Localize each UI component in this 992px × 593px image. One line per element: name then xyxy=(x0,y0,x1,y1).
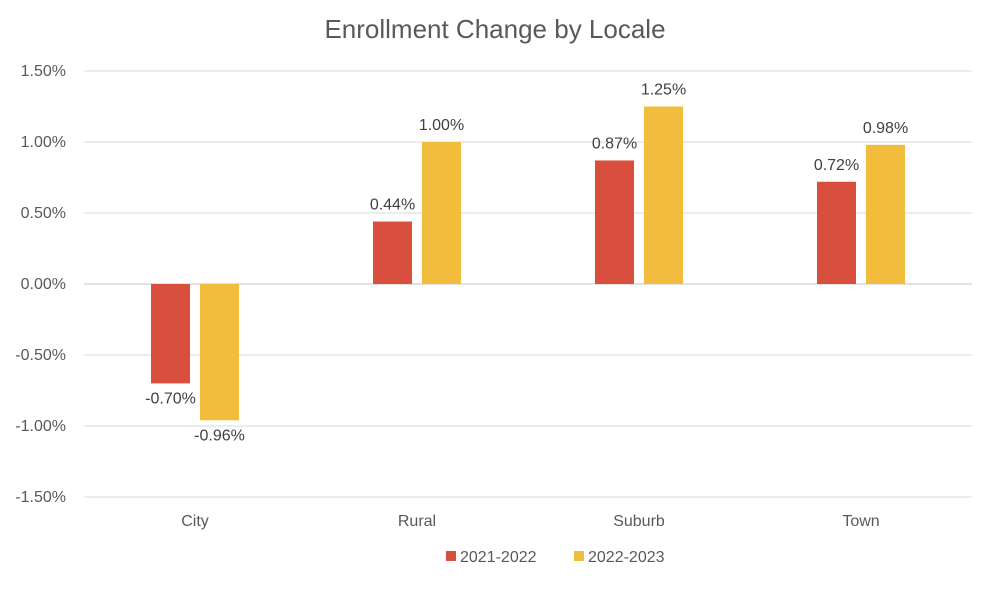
bar xyxy=(595,160,634,284)
bar xyxy=(817,181,856,284)
chart-title: Enrollment Change by Locale xyxy=(324,14,665,44)
x-axis-categories: City Rural Suburb Town xyxy=(181,513,879,530)
legend-swatch xyxy=(574,551,584,561)
x-category-label: Rural xyxy=(398,513,436,530)
y-tick-label: 0.00% xyxy=(21,276,66,293)
data-labels: -0.70% -0.96% 0.44% 1.00% 0.87% 1.25% 0.72% 0.9… xyxy=(145,82,908,445)
y-tick-label: -0.50% xyxy=(15,347,66,364)
x-category-label: Suburb xyxy=(613,513,665,530)
y-tick-label: 0.50% xyxy=(21,205,66,222)
x-category-label: City xyxy=(181,513,209,530)
y-axis-ticks: 1.50% 1.00% 0.50% 0.00% -0.50% -1.00% -1.50% xyxy=(15,63,66,506)
y-tick-label: -1.00% xyxy=(15,418,66,435)
bar xyxy=(866,144,905,284)
data-label: 0.72% xyxy=(814,157,859,174)
data-label: -0.96% xyxy=(194,427,245,444)
data-label: 1.00% xyxy=(419,117,464,134)
bar xyxy=(644,106,683,284)
bar xyxy=(422,142,461,284)
legend-label: 2021-2022 xyxy=(460,549,537,566)
data-label: 1.25% xyxy=(641,82,686,99)
bar xyxy=(151,284,190,384)
y-tick-label: 1.50% xyxy=(21,63,66,80)
data-label: 0.87% xyxy=(592,135,637,152)
data-label: 0.98% xyxy=(863,120,908,137)
data-label: -0.70% xyxy=(145,390,196,407)
y-tick-label: 1.00% xyxy=(21,134,66,151)
bar xyxy=(200,284,239,421)
legend-label: 2022-2023 xyxy=(588,549,665,566)
y-tick-label: -1.50% xyxy=(15,489,66,506)
legend: 2021-2022 2022-2023 xyxy=(446,549,665,566)
bars xyxy=(151,106,905,421)
legend-swatch xyxy=(446,551,456,561)
data-label: 0.44% xyxy=(370,197,415,214)
x-category-label: Town xyxy=(842,513,879,530)
bar xyxy=(373,221,412,284)
